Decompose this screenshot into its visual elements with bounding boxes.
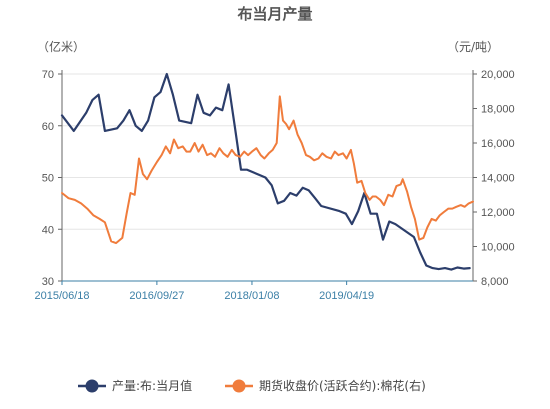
legend-swatch-dot xyxy=(85,379,99,393)
x-tick-label: 2016/09/27 xyxy=(129,290,184,302)
series-layer xyxy=(60,72,474,271)
x-tick-label: 2018/01/08 xyxy=(224,290,279,302)
left-tick-label: 60 xyxy=(42,121,54,133)
right-axis-unit: （元/吨） xyxy=(447,40,499,54)
right-tick-label: 14,000 xyxy=(481,173,515,185)
right-tick-label: 18,000 xyxy=(481,104,515,116)
right-axis-ticks: 8,000 10,000 12,000 14,000 16,000 18,000 20,00… xyxy=(473,69,515,288)
chart-title: 布当月产量 xyxy=(237,5,312,23)
left-tick-label: 50 xyxy=(42,173,54,185)
series-line-1 xyxy=(60,72,471,271)
right-tick-label: 16,000 xyxy=(481,138,515,150)
legend[interactable]: 产量:布:当月值 期货收盘价(活跃合约):棉花(右) xyxy=(78,378,426,393)
axes xyxy=(61,70,474,282)
legend-swatch-dot xyxy=(232,379,246,393)
right-tick-label: 10,000 xyxy=(481,242,515,254)
legend-item-2[interactable]: 期货收盘价(活跃合约):棉花(右) xyxy=(225,378,426,393)
x-tick-label: 2019/04/19 xyxy=(319,290,374,302)
left-axis-unit: （亿米） xyxy=(37,39,85,54)
x-axis-ticks: 2015/06/18 2016/09/27 2018/01/08 2019/04/19 xyxy=(34,281,374,302)
right-tick-label: 12,000 xyxy=(481,207,515,219)
right-tick-label: 8,000 xyxy=(481,276,509,288)
legend-label: 产量:布:当月值 xyxy=(112,378,192,393)
x-tick-label: 2015/06/18 xyxy=(34,290,89,302)
right-tick-label: 20,000 xyxy=(481,69,515,81)
legend-label: 期货收盘价(活跃合约):棉花(右) xyxy=(259,378,426,393)
left-axis-ticks: 30 40 50 60 70 xyxy=(42,69,62,288)
series-line-2 xyxy=(61,95,474,245)
left-tick-label: 30 xyxy=(42,276,54,288)
legend-item-1[interactable]: 产量:布:当月值 xyxy=(78,378,192,393)
left-tick-label: 70 xyxy=(42,69,54,81)
left-tick-label: 40 xyxy=(42,224,54,236)
